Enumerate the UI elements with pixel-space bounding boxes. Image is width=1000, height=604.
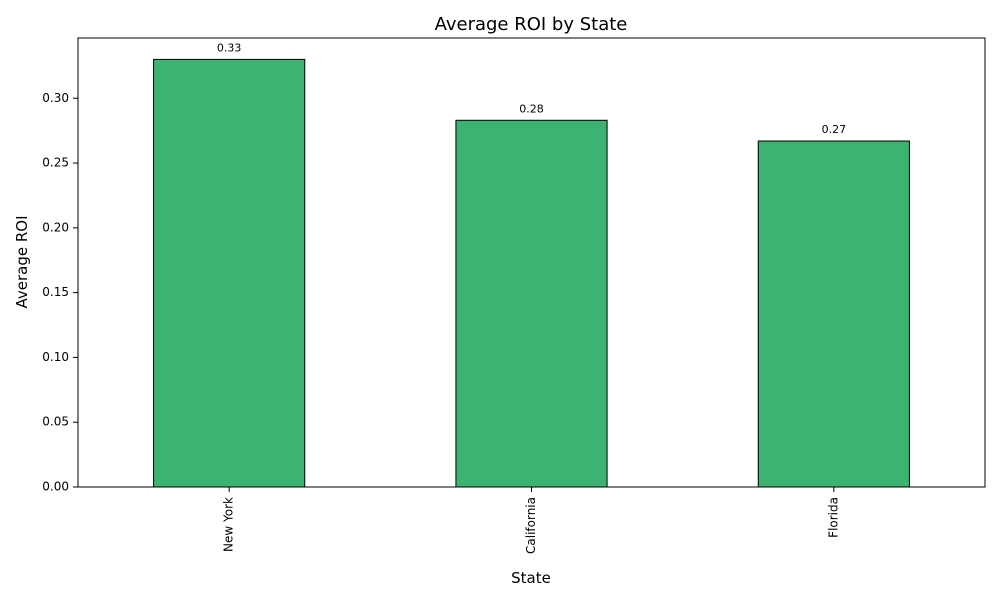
bar-value-label: 0.28 xyxy=(519,102,544,115)
y-tick-label: 0.00 xyxy=(42,480,69,494)
x-axis-label: State xyxy=(511,569,551,587)
bars-layer xyxy=(153,58,910,488)
x-tick-label: New York xyxy=(222,497,236,552)
y-tick-label: 0.25 xyxy=(42,156,69,170)
y-tick-label: 0.20 xyxy=(42,220,69,234)
y-tick-label: 0.15 xyxy=(42,285,69,299)
plot-frame xyxy=(77,37,986,488)
y-tick-label: 0.10 xyxy=(42,350,69,364)
bar-florida xyxy=(757,140,910,488)
bar-value-labels: 0.33 0.28 0.27 xyxy=(217,41,846,136)
bar-value-label: 0.27 xyxy=(822,123,847,136)
x-tick-label: Florida xyxy=(826,497,840,538)
y-tick-label: 0.30 xyxy=(42,91,69,105)
y-tick-label: 0.05 xyxy=(42,415,69,429)
bar-value-label: 0.33 xyxy=(217,41,242,54)
y-axis-label: Average ROI xyxy=(13,215,31,308)
chart-title: Average ROI by State xyxy=(435,14,628,35)
x-axis: New York California Florida xyxy=(222,487,840,554)
bar-california xyxy=(455,119,608,488)
x-tick-label: California xyxy=(524,497,538,554)
y-axis: 0.00 0.05 0.10 0.15 0.20 0.25 0.30 xyxy=(42,91,78,494)
bar-new-york xyxy=(153,58,306,488)
